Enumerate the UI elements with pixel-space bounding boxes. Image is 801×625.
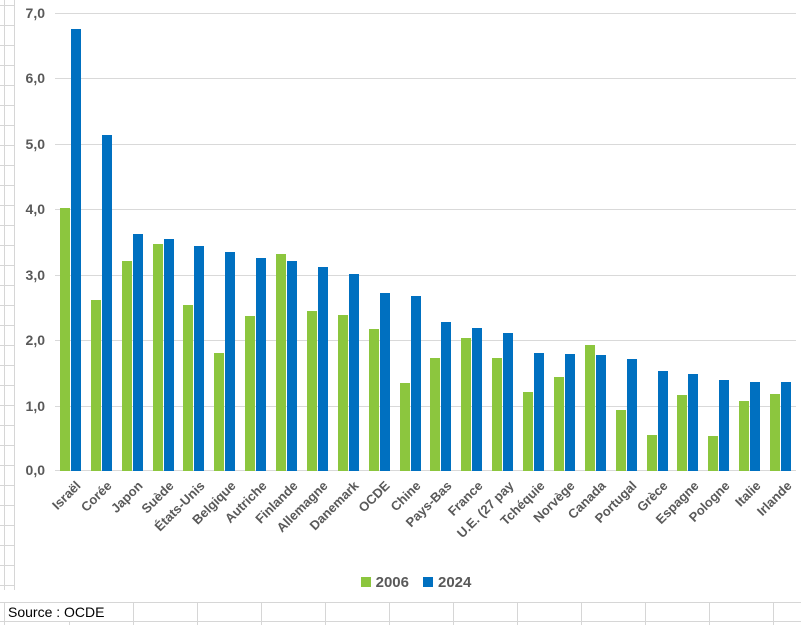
bar-2006: [245, 316, 255, 471]
bar-2024: [658, 371, 668, 471]
y-tick-label: 6,0: [25, 70, 45, 86]
sheet-column-line: [133, 603, 134, 625]
bar-2006: [554, 377, 564, 471]
bar-2006: [430, 358, 440, 471]
legend-label: 2024: [438, 573, 472, 591]
bar-2006: [523, 392, 533, 471]
bar-2006: [91, 300, 101, 471]
bar-2006: [338, 315, 348, 471]
y-gridline: [55, 13, 796, 14]
y-tick-label: 2,0: [25, 332, 45, 348]
y-tick-label: 1,0: [25, 398, 45, 414]
sheet-row-line: [0, 602, 801, 603]
sheet-column-line: [4, 603, 5, 625]
bar-2006: [153, 244, 163, 471]
y-tick-label: 5,0: [25, 136, 45, 152]
sheet-column-line: [4, 0, 5, 590]
bar-2024: [287, 261, 297, 471]
legend-item-2006: 2006: [360, 573, 409, 591]
y-gridline: [55, 78, 796, 79]
legend-swatch-2024: [423, 577, 433, 587]
bar-2024: [596, 355, 606, 471]
bar-2024: [194, 246, 204, 471]
bar-2024: [133, 234, 143, 471]
y-tick-label: 7,0: [25, 5, 45, 21]
y-gridline: [55, 470, 796, 471]
bar-2006: [739, 401, 749, 471]
y-tick-label: 3,0: [25, 267, 45, 283]
y-gridline: [55, 406, 796, 407]
bar-2024: [411, 296, 421, 471]
bar-2006: [647, 435, 657, 471]
legend-label: 2006: [375, 573, 409, 591]
sheet-column-line: [645, 603, 646, 625]
bar-2024: [503, 333, 513, 471]
bar-2006: [369, 329, 379, 471]
bar-2024: [164, 239, 174, 471]
bar-2006: [214, 353, 224, 471]
bar-2024: [750, 382, 760, 471]
bar-2006: [708, 436, 718, 471]
sheet-column-line: [14, 0, 15, 590]
bar-2024: [719, 380, 729, 471]
bar-2006: [492, 358, 502, 471]
y-tick-label: 0,0: [25, 462, 45, 478]
bar-chart: 2006 2024 0,0 1,0 2,0 3,0 4,0 5,0 6,0 7,0 Israël C…: [15, 0, 801, 601]
bar-2024: [256, 258, 266, 471]
bar-2024: [534, 353, 544, 471]
bar-2024: [380, 293, 390, 471]
sheet-column-line: [325, 603, 326, 625]
sheet-column-line: [389, 603, 390, 625]
bar-2006: [585, 345, 595, 471]
bar-2006: [276, 254, 286, 471]
bar-2006: [122, 261, 132, 471]
bar-2024: [102, 135, 112, 471]
bar-2024: [627, 359, 637, 471]
y-gridline: [55, 340, 796, 341]
sheet-column-line: [517, 603, 518, 625]
bar-2024: [225, 252, 235, 471]
sheet-row-line: [0, 621, 801, 622]
bar-2024: [441, 322, 451, 471]
bar-2024: [472, 328, 482, 471]
bar-2024: [349, 274, 359, 471]
chart-legend: 2006 2024: [15, 572, 801, 592]
sheet-column-line: [581, 603, 582, 625]
source-cell: Source : OCDE: [8, 604, 105, 620]
bar-2006: [677, 395, 687, 471]
bar-2024: [781, 382, 791, 471]
bar-2006: [307, 311, 317, 471]
sheet-row-gridlines: [0, 0, 15, 590]
sheet-column-line: [773, 603, 774, 625]
legend-item-2024: 2024: [423, 574, 471, 591]
legend-swatch-2006: [360, 577, 371, 587]
bar-2024: [318, 267, 328, 471]
bar-2024: [565, 354, 575, 471]
bar-2006: [60, 208, 70, 471]
sheet-column-line: [69, 622, 70, 625]
y-gridline: [55, 144, 796, 145]
sheet-column-line: [453, 603, 454, 625]
sheet-column-line: [709, 603, 710, 625]
bar-2006: [461, 338, 471, 471]
y-tick-label: 4,0: [25, 201, 45, 217]
y-gridline: [55, 275, 796, 276]
y-gridline: [55, 209, 796, 210]
bar-2006: [616, 410, 626, 471]
bar-2006: [770, 394, 780, 471]
sheet-column-line: [197, 603, 198, 625]
bar-2006: [400, 383, 410, 471]
sheet-column-line: [261, 603, 262, 625]
bar-2006: [183, 305, 193, 471]
bar-2024: [688, 374, 698, 471]
bar-2024: [71, 29, 81, 471]
